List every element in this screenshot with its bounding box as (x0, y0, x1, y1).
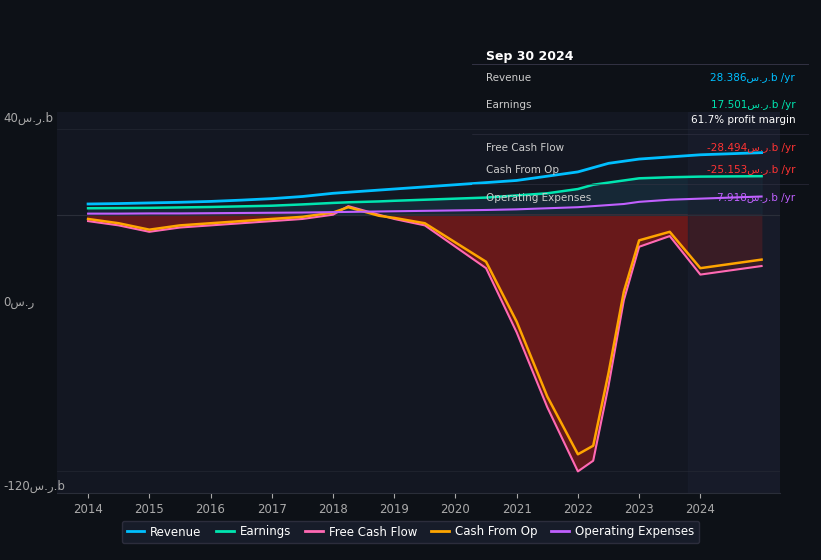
Text: -25.153س.ر.b /yr: -25.153س.ر.b /yr (707, 165, 796, 175)
Text: 61.7% profit margin: 61.7% profit margin (690, 115, 796, 125)
Text: Operating Expenses: Operating Expenses (485, 193, 591, 203)
Text: Cash From Op: Cash From Op (485, 165, 558, 175)
Bar (688, 112, 780, 493)
Text: 28.386س.ر.b /yr: 28.386س.ر.b /yr (710, 73, 796, 83)
Text: 0س.ر: 0س.ر (3, 296, 34, 309)
Text: Sep 30 2024: Sep 30 2024 (485, 50, 573, 63)
Text: 40س.ر.b: 40س.ر.b (3, 112, 53, 125)
Text: 17.501س.ر.b /yr: 17.501س.ر.b /yr (711, 100, 796, 110)
Text: Earnings: Earnings (485, 100, 531, 110)
Text: Revenue: Revenue (485, 73, 530, 83)
Text: 7.918س.ر.b /yr: 7.918س.ر.b /yr (717, 193, 796, 203)
Text: Free Cash Flow: Free Cash Flow (485, 143, 564, 153)
Text: -28.494س.ر.b /yr: -28.494س.ر.b /yr (707, 143, 796, 153)
Text: -120س.ر.b: -120س.ر.b (3, 480, 65, 493)
Legend: Revenue, Earnings, Free Cash Flow, Cash From Op, Operating Expenses: Revenue, Earnings, Free Cash Flow, Cash … (122, 521, 699, 543)
